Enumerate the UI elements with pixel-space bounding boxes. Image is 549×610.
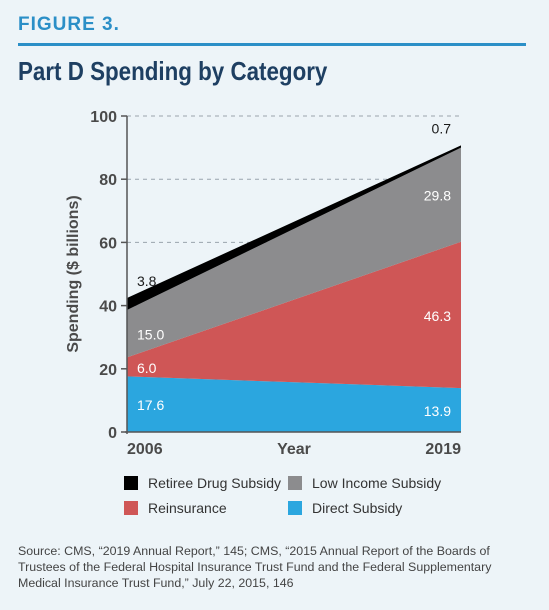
figure-label: FIGURE 3. <box>18 14 120 35</box>
legend-swatch <box>288 501 302 515</box>
data-label: 46.3 <box>424 308 451 324</box>
data-label: 0.7 <box>432 120 452 136</box>
legend-label: Direct Subsidy <box>312 500 403 516</box>
x-tick-label: 2019 <box>425 441 461 458</box>
data-label: 13.9 <box>424 403 451 419</box>
legend-label: Reinsurance <box>148 500 227 516</box>
area-retiree-drug-subsidy <box>127 145 461 311</box>
stacked-area-chart: 0 20 40 60 80 100 2006 2019 Year Spending ($ bill… <box>65 109 461 458</box>
area-reinsurance <box>127 241 461 389</box>
header-rule <box>18 43 526 46</box>
y-tick-label: 60 <box>99 235 117 252</box>
source-note: Source: CMS, “2019 Annual Report,” 145; … <box>18 544 492 590</box>
legend-label: Retiree Drug Subsidy <box>148 475 282 491</box>
data-label: 15.0 <box>137 327 164 343</box>
y-tick-label: 40 <box>99 299 117 316</box>
data-label: 29.8 <box>424 188 451 204</box>
y-tick-label: 80 <box>99 172 117 189</box>
x-tick-label: 2006 <box>127 441 163 458</box>
area-low-income-subsidy <box>127 147 461 358</box>
y-axis-title: Spending ($ billions) <box>65 195 82 352</box>
legend-swatch <box>124 501 138 515</box>
legend-label: Low Income Subsidy <box>312 475 442 491</box>
y-tick-label: 0 <box>108 425 117 442</box>
legend-swatch <box>124 476 138 490</box>
y-tick-label: 100 <box>90 109 117 126</box>
chart-title: Part D Spending by Category <box>18 56 328 86</box>
y-tick-label: 20 <box>99 362 117 379</box>
legend-swatch <box>288 476 302 490</box>
x-axis-title: Year <box>277 441 311 458</box>
data-label: 6.0 <box>137 360 157 376</box>
data-label: 17.6 <box>137 397 164 413</box>
area-direct-subsidy <box>127 376 461 432</box>
data-label: 3.8 <box>137 273 157 289</box>
